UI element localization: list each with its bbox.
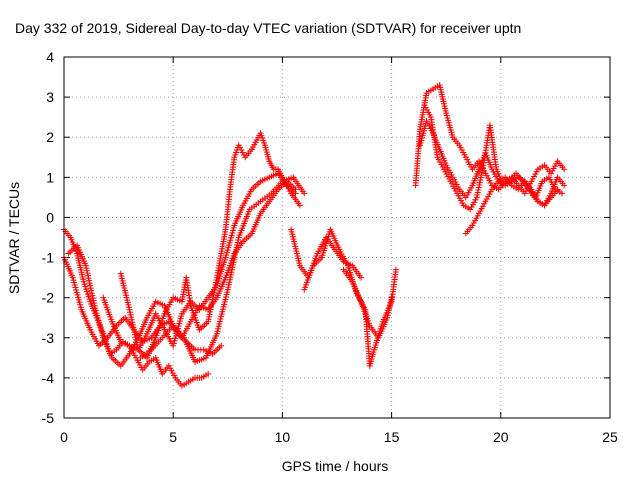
data-point (134, 341, 141, 348)
y-tick-label: -4 (42, 370, 55, 386)
data-point (129, 319, 136, 326)
data-point (561, 166, 568, 173)
series-satellite-track-F (137, 174, 308, 365)
data-point (388, 297, 395, 304)
series-satellite-track-E (117, 130, 303, 361)
data-point (89, 292, 96, 299)
data-point (89, 295, 96, 302)
x-tick-label: 20 (493, 429, 509, 445)
x-tick-label: 5 (169, 429, 177, 445)
data-point (296, 202, 303, 209)
series-satellite-track-M (462, 174, 561, 237)
data-point (83, 286, 90, 293)
data-point (128, 316, 135, 323)
y-tick-label: -2 (42, 290, 55, 306)
y-tick-label: -1 (42, 250, 55, 266)
data-point (81, 281, 88, 288)
grid-lines (64, 57, 610, 418)
data-point (84, 270, 91, 277)
data-point (133, 339, 140, 346)
data-point (384, 312, 391, 319)
chart-title: Day 332 of 2019, Sidereal Day-to-day VTE… (15, 20, 521, 36)
y-tick-label: 2 (46, 129, 54, 145)
data-point (132, 334, 139, 341)
data-point (387, 299, 394, 306)
data-point (88, 287, 95, 294)
data-point (86, 296, 93, 303)
data-point (129, 321, 136, 328)
data-point (388, 294, 395, 301)
y-tick-label: 4 (46, 49, 54, 65)
y-tick-label: 0 (46, 209, 54, 225)
data-point (85, 272, 92, 279)
data-point (558, 190, 565, 197)
data-point (358, 274, 365, 281)
data-point (218, 342, 225, 349)
x-tick-label: 15 (384, 429, 400, 445)
data-point (392, 266, 399, 273)
data-point (130, 326, 137, 333)
data-point (128, 314, 135, 321)
data-point (90, 297, 97, 304)
data-point (301, 190, 308, 197)
data-point (82, 283, 89, 290)
data-point (205, 370, 212, 377)
series-satellite-track-J (412, 82, 568, 197)
tick-labels: 0 5 10 15 20 25 -5 -4 -3 -2 -1 0 1 2 3 4 (42, 49, 618, 445)
data-point (85, 293, 92, 300)
data-point (127, 309, 134, 316)
y-tick-label: 3 (46, 89, 54, 105)
data-point (80, 278, 87, 285)
x-tick-label: 10 (275, 429, 291, 445)
x-axis-label: GPS time / hours (282, 458, 389, 474)
y-axis-label: SDTVAR / TECUs (6, 182, 22, 294)
data-point (83, 265, 90, 272)
data-point (385, 307, 392, 314)
data-point (82, 262, 89, 269)
data-point (554, 186, 561, 193)
data-point (91, 300, 98, 307)
series-satellite-track-I (340, 266, 395, 341)
data-point (386, 302, 393, 309)
data-point (127, 311, 134, 318)
x-tick-label: 25 (602, 429, 618, 445)
data-point (88, 290, 95, 297)
data-point (385, 309, 392, 316)
y-tick-label: -5 (42, 410, 55, 426)
x-tick-label: 0 (60, 429, 68, 445)
data-point (83, 267, 90, 274)
data-point (85, 275, 92, 282)
data-point (561, 182, 568, 189)
plot-frame (63, 56, 611, 419)
data-point (131, 331, 138, 338)
data-point (87, 285, 94, 292)
data-point (126, 306, 133, 313)
data-point (134, 344, 141, 351)
data-point (86, 280, 93, 287)
data-point (131, 329, 138, 336)
data-point (386, 304, 393, 311)
data-point (84, 291, 91, 298)
data-point (133, 336, 140, 343)
data-point (86, 277, 93, 284)
y-tick-label: -3 (42, 330, 55, 346)
y-tick-label: 1 (46, 169, 54, 185)
data-point (83, 288, 90, 295)
data-points (61, 82, 568, 389)
data-point (130, 324, 137, 331)
data-point (87, 282, 94, 289)
data-point (384, 314, 391, 321)
